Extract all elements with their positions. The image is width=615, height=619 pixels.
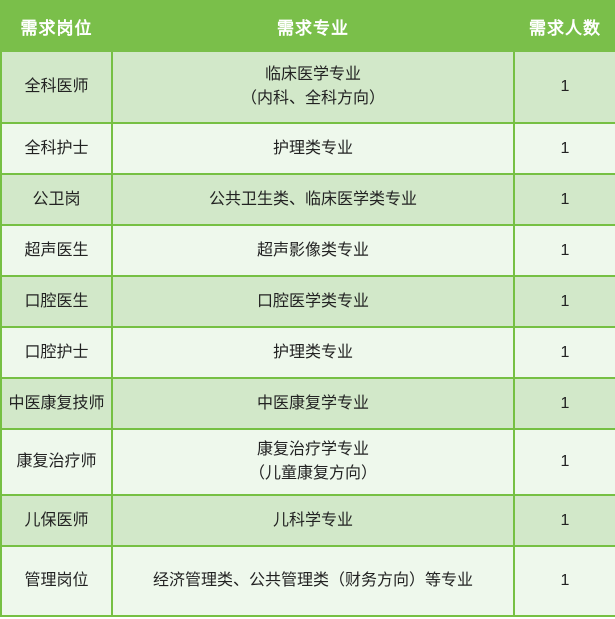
count-cell: 1 [513,50,615,124]
major-cell: 中医康复学专业 [111,377,515,430]
major-line: （内科、全科方向） [240,90,385,107]
table-row: 口腔护士 护理类专业 1 [0,326,615,379]
position-cell: 全科护士 [0,122,113,175]
position-cell: 公卫岗 [0,173,113,226]
table-row: 管理岗位 经济管理类、公共管理类（财务方向）等专业 1 [0,545,615,617]
major-cell: 超声影像类专业 [111,224,515,277]
position-cell: 超声医生 [0,224,113,277]
column-header-count: 需求人数 [513,0,615,52]
count-cell: 1 [513,545,615,617]
table-row: 公卫岗 公共卫生类、临床医学类专业 1 [0,173,615,226]
major-line: 护理类专业 [272,139,353,157]
major-cell: 儿科学专业 [111,494,515,547]
position-cell: 康复治疗师 [0,428,113,496]
count-cell: 1 [513,275,615,328]
column-header-position: 需求岗位 [0,0,113,52]
count-cell: 1 [513,494,615,547]
count-cell: 1 [513,173,615,226]
major-line: 临床医学专业 [264,66,361,83]
table-row: 康复治疗师 康复治疗学专业 （儿童康复方向） 1 [0,428,615,496]
table-row: 超声医生 超声影像类专业 1 [0,224,615,277]
position-cell: 全科医师 [0,50,113,124]
major-line: 口腔医学类专业 [256,292,369,310]
table-row: 中医康复技师 中医康复学专业 1 [0,377,615,430]
major-cell: 护理类专业 [111,122,515,175]
major-line: 中医康复学专业 [256,394,369,412]
position-cell: 口腔护士 [0,326,113,379]
table-row: 口腔医生 口腔医学类专业 1 [0,275,615,328]
major-line: （儿童康复方向） [248,465,377,482]
count-cell: 1 [513,428,615,496]
count-cell: 1 [513,224,615,277]
major-cell: 经济管理类、公共管理类（财务方向）等专业 [111,545,515,617]
major-line: 超声影像类专业 [256,241,369,259]
header-row: 需求岗位 需求专业 需求人数 [0,0,615,52]
major-line: 儿科学专业 [272,511,353,529]
table-row: 全科护士 护理类专业 1 [0,122,615,175]
major-cell: 护理类专业 [111,326,515,379]
major-cell: 临床医学专业 （内科、全科方向） [111,50,515,124]
position-cell: 管理岗位 [0,545,113,617]
count-cell: 1 [513,377,615,430]
table-row: 儿保医师 儿科学专业 1 [0,494,615,547]
major-line: 公共卫生类、临床医学类专业 [208,190,417,208]
major-cell: 公共卫生类、临床医学类专业 [111,173,515,226]
table-row: 全科医师 临床医学专业 （内科、全科方向） 1 [0,50,615,124]
position-cell: 儿保医师 [0,494,113,547]
count-cell: 1 [513,122,615,175]
column-header-major: 需求专业 [111,0,515,52]
major-cell: 口腔医学类专业 [111,275,515,328]
position-cell: 中医康复技师 [0,377,113,430]
position-cell: 口腔医生 [0,275,113,328]
major-line: 经济管理类、公共管理类（财务方向）等专业 [152,572,473,589]
major-line: 康复治疗学专业 [256,441,369,458]
major-cell: 康复治疗学专业 （儿童康复方向） [111,428,515,496]
major-line: 护理类专业 [272,343,353,361]
count-cell: 1 [513,326,615,379]
